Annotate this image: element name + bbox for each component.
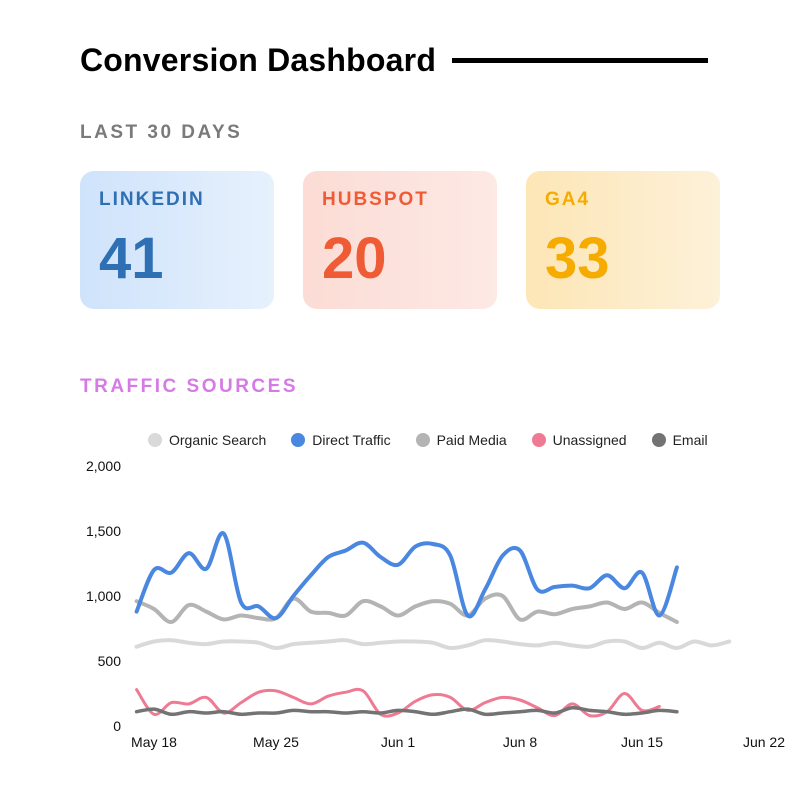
y-tick-label: 1,000 (86, 588, 121, 604)
y-tick-label: 1,500 (86, 523, 121, 539)
legend-item-organic-search[interactable]: Organic Search (148, 432, 266, 448)
kpi-value-linkedin: 41 (99, 226, 164, 291)
legend-item-unassigned[interactable]: Unassigned (531, 432, 627, 448)
legend-swatch (531, 433, 546, 447)
x-tick-label: May 18 (131, 734, 177, 750)
chart-legend: Organic Search Direct Traffic Paid Media Un… (148, 432, 708, 448)
series-line-direct-traffic (134, 531, 679, 621)
x-tick-label: Jun 15 (621, 734, 663, 750)
y-tick-label: 500 (98, 653, 122, 669)
traffic-line-chart: 0 500 1,000 1,500 2,000 May 18 May 25 Jun 1 Jun … (86, 458, 785, 750)
kpi-value-ga4: 33 (545, 226, 610, 291)
legend-label: Paid Media (436, 432, 507, 448)
legend-item-paid-media[interactable]: Paid Media (415, 432, 507, 448)
kpi-label-hubspot: HUBSPOT (322, 189, 429, 210)
title-divider (452, 58, 708, 63)
legend-label: Organic Search (169, 432, 267, 448)
legend-label: Unassigned (552, 432, 627, 448)
legend-swatch (415, 433, 430, 447)
y-tick-label: 2,000 (86, 458, 121, 474)
series-line-organic-search (134, 638, 732, 651)
legend-item-direct-traffic[interactable]: Direct Traffic (291, 432, 391, 448)
y-tick-label: 0 (113, 718, 121, 734)
legend-swatch (148, 433, 162, 447)
x-tick-label: Jun 8 (503, 734, 537, 750)
legend-label: Direct Traffic (312, 432, 391, 448)
legend-item-email[interactable]: Email (651, 432, 708, 448)
series-line-paid-media (134, 592, 679, 624)
kpi-card-linkedin: LINKEDIN 41 (80, 171, 274, 309)
legend-label: Email (672, 432, 708, 448)
kpi-label-linkedin: LINKEDIN (99, 189, 205, 210)
kpi-card-hubspot: HUBSPOT 20 (303, 171, 497, 309)
x-tick-label: Jun 1 (381, 734, 415, 750)
x-tick-label: Jun 22 (743, 734, 785, 750)
series-line-email (134, 706, 679, 717)
legend-swatch (291, 433, 306, 447)
kpi-card-ga4: GA4 33 (526, 171, 720, 309)
x-tick-label: May 25 (253, 734, 299, 750)
traffic-sources-label: TRAFFIC SOURCES (80, 376, 298, 397)
kpi-value-hubspot: 20 (322, 226, 387, 291)
dashboard-title: Conversion Dashboard (80, 42, 437, 78)
period-label: LAST 30 DAYS (80, 122, 243, 143)
legend-swatch (651, 433, 666, 447)
kpi-label-ga4: GA4 (545, 189, 591, 210)
